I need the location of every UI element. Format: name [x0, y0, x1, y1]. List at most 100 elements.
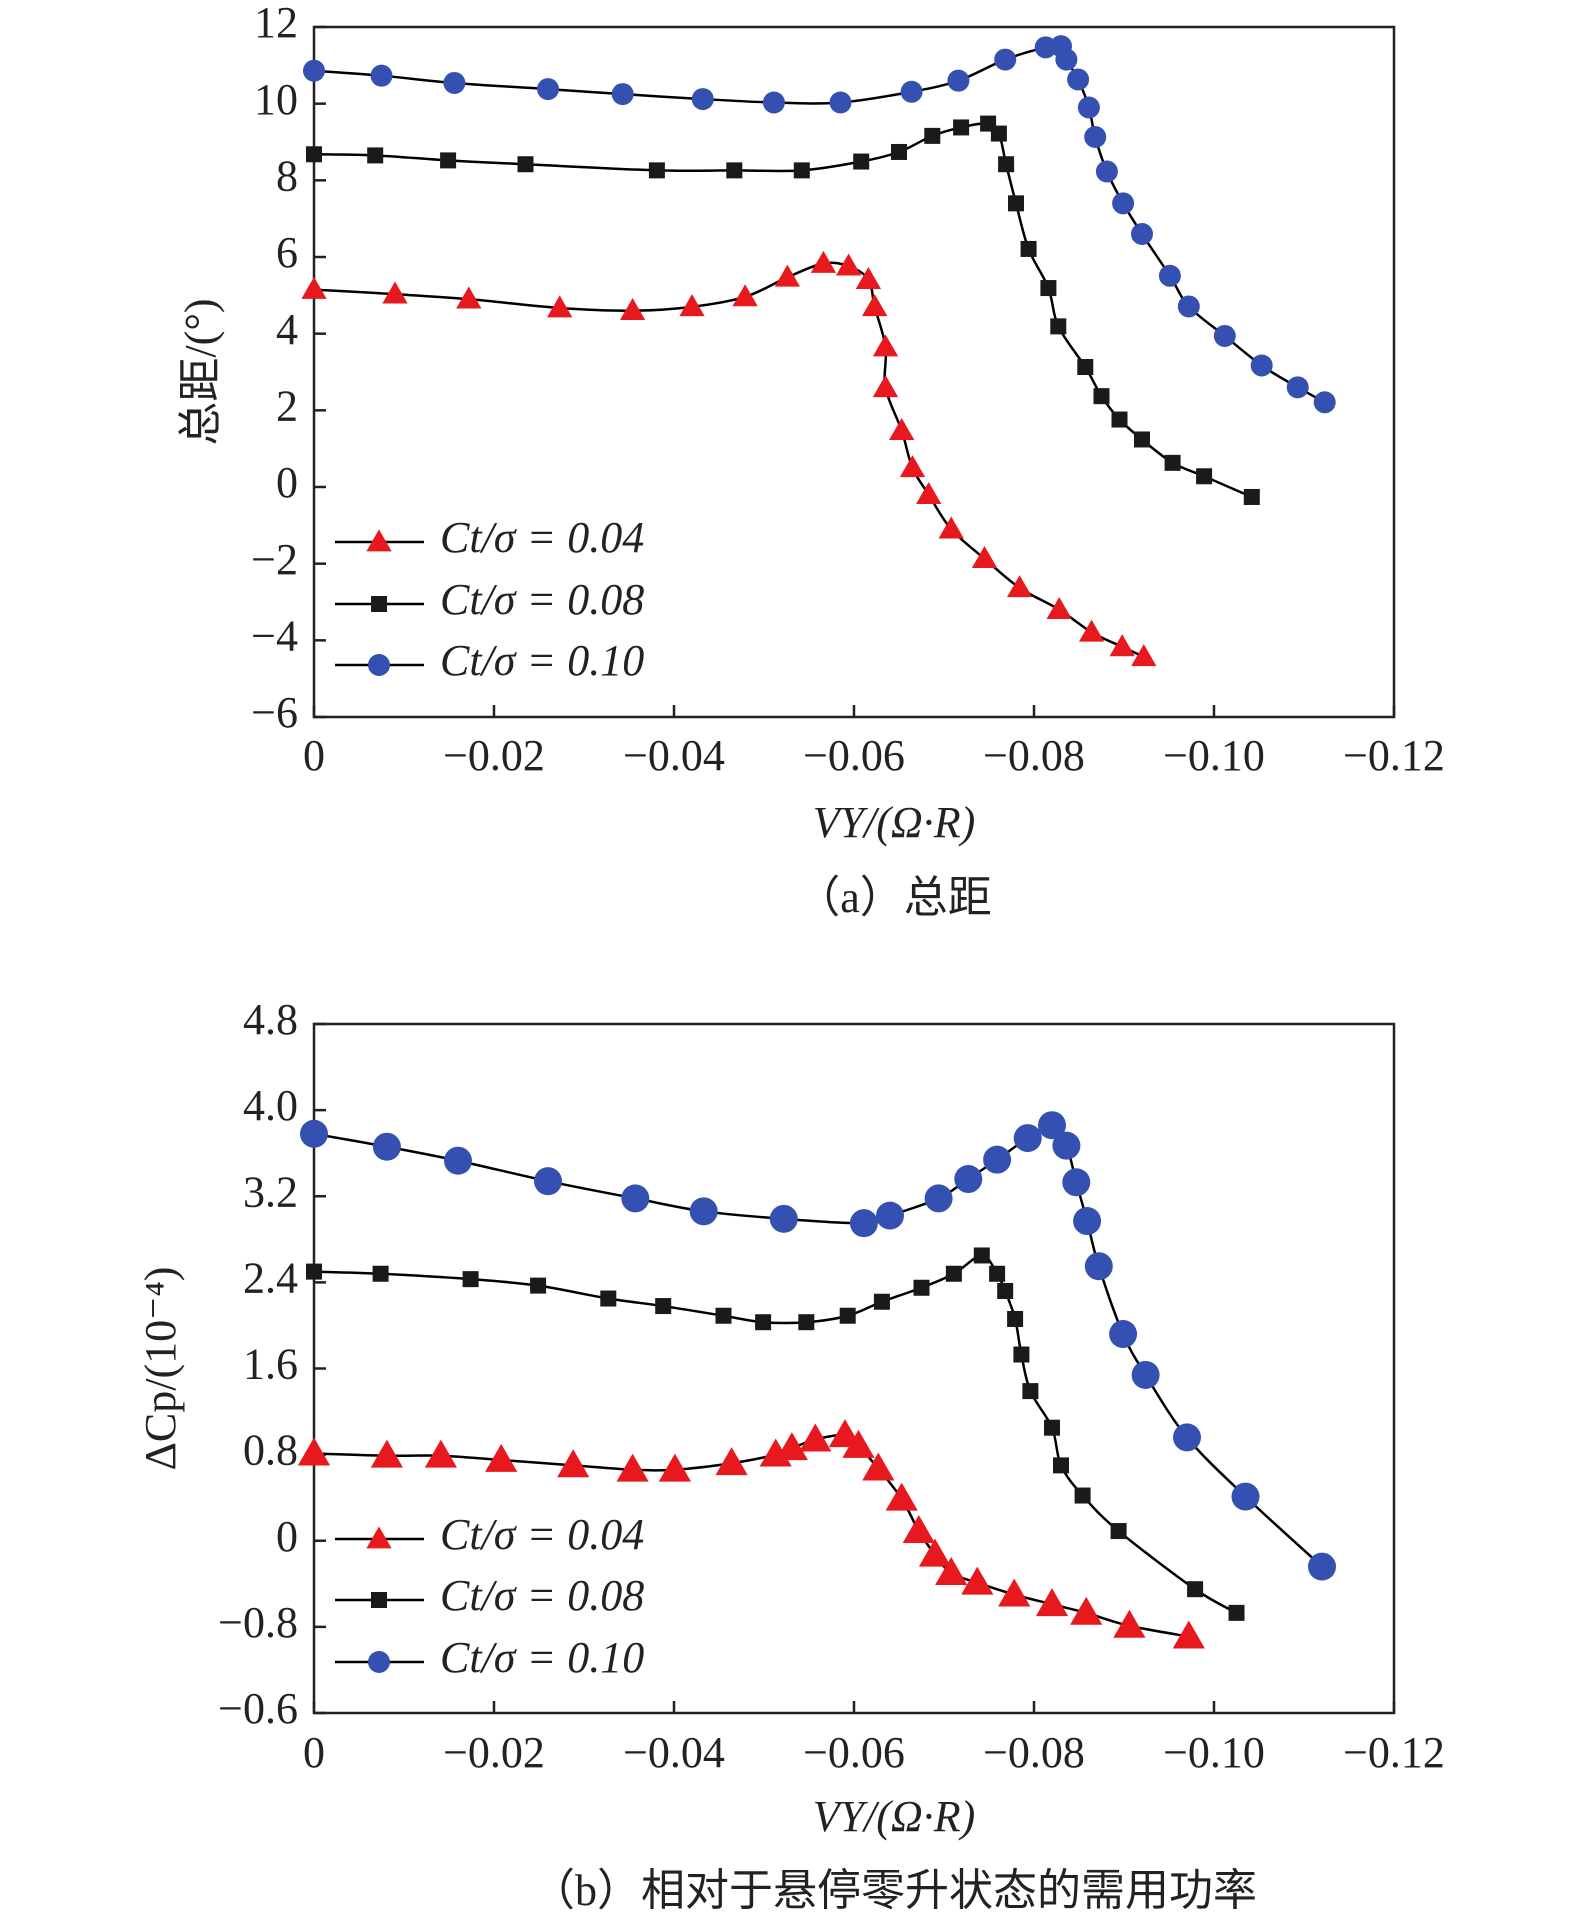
y-tick-label: 10	[254, 75, 298, 124]
marker	[732, 284, 758, 307]
x-tick-label: −0.10	[1163, 1728, 1265, 1777]
marker	[1074, 1487, 1091, 1504]
marker	[839, 1307, 856, 1324]
marker	[889, 418, 915, 440]
x-tick-label: −0.08	[983, 731, 1085, 780]
marker	[835, 253, 862, 276]
marker	[1109, 634, 1135, 657]
marker	[983, 1145, 1012, 1174]
marker	[517, 156, 534, 173]
y-tick-label: 0	[276, 458, 298, 507]
marker	[367, 147, 384, 164]
marker	[953, 119, 970, 136]
marker	[1084, 1252, 1113, 1281]
marker	[1073, 1207, 1102, 1236]
marker	[1013, 1124, 1042, 1153]
y-tick-label: 2.4	[243, 1253, 298, 1302]
marker	[1050, 318, 1067, 335]
y-tick-label: 8	[276, 151, 298, 200]
marker	[799, 1423, 832, 1452]
marker	[1213, 324, 1236, 347]
marker	[1131, 1360, 1160, 1389]
legend-label: Ct/σ = 0.04	[440, 513, 644, 562]
marker	[444, 1146, 472, 1175]
x-tick-label: 0	[303, 1728, 325, 1777]
marker	[1313, 391, 1336, 414]
marker	[462, 1271, 479, 1288]
marker	[989, 1265, 1006, 1282]
marker	[1070, 1596, 1103, 1625]
y-axis-label: 总距/(°)	[176, 298, 225, 445]
marker	[900, 80, 923, 103]
y-tick-label: 4	[276, 305, 298, 354]
y-tick-label: 3.2	[243, 1167, 298, 1216]
marker	[691, 88, 714, 111]
legend-marker	[366, 529, 392, 552]
marker	[534, 1167, 562, 1196]
marker	[924, 1184, 953, 1213]
marker	[842, 1429, 875, 1458]
marker	[655, 1298, 672, 1315]
x-tick-label: 0	[303, 731, 325, 780]
y-tick-label: −6	[251, 688, 298, 737]
marker	[1134, 431, 1150, 448]
y-tick-label: 12	[254, 0, 298, 47]
marker	[971, 546, 998, 569]
x-axis-label: VY/(Ω·R)	[813, 798, 976, 847]
series-line	[313, 1254, 1238, 1614]
marker	[1228, 1604, 1245, 1621]
marker	[1243, 488, 1260, 505]
y-tick-label: 4.8	[243, 995, 298, 1044]
marker	[1164, 454, 1181, 471]
marker	[382, 281, 408, 304]
marker	[619, 298, 646, 321]
marker	[648, 162, 665, 179]
marker	[1113, 1609, 1146, 1638]
marker	[997, 1282, 1014, 1299]
marker	[1006, 575, 1033, 598]
marker	[1095, 160, 1118, 183]
legend-label: Ct/σ = 0.04	[440, 1510, 644, 1559]
marker	[902, 1514, 935, 1543]
marker	[1022, 1383, 1039, 1400]
marker	[547, 295, 573, 318]
marker	[945, 1265, 962, 1282]
marker	[775, 1432, 808, 1461]
marker	[1077, 359, 1094, 376]
marker	[1040, 280, 1057, 297]
x-tick-label: −0.12	[1343, 731, 1445, 780]
marker	[998, 156, 1015, 173]
marker	[658, 1453, 691, 1482]
marker	[715, 1307, 732, 1324]
y-tick-label: −4	[251, 611, 298, 660]
marker	[1196, 468, 1213, 485]
legend-marker	[368, 1651, 390, 1673]
x-axis-label: VY/(Ω·R)	[813, 1792, 976, 1841]
marker	[829, 91, 852, 114]
marker	[1250, 354, 1273, 377]
marker	[1308, 1552, 1336, 1581]
marker	[1078, 619, 1105, 642]
marker	[1038, 1111, 1066, 1140]
y-tick-label: −0.8	[218, 1598, 298, 1647]
marker	[1055, 48, 1078, 71]
marker	[440, 152, 457, 169]
y-axis-label: ΔCp/(10⁻⁴)	[136, 1267, 185, 1471]
legend-label: Ct/σ = 0.08	[440, 1571, 644, 1620]
marker	[762, 91, 785, 114]
marker	[306, 1263, 322, 1280]
marker	[537, 78, 559, 101]
marker	[297, 1437, 331, 1466]
marker	[485, 1443, 518, 1472]
y-tick-label: −0.6	[218, 1684, 298, 1733]
marker	[600, 1290, 617, 1307]
legend-label: Ct/σ = 0.10	[440, 636, 644, 685]
marker	[810, 250, 837, 273]
legend-marker	[368, 654, 390, 676]
marker	[891, 143, 907, 160]
marker	[424, 1439, 457, 1468]
marker	[370, 1439, 403, 1468]
marker	[954, 1165, 983, 1194]
marker	[621, 1184, 650, 1213]
